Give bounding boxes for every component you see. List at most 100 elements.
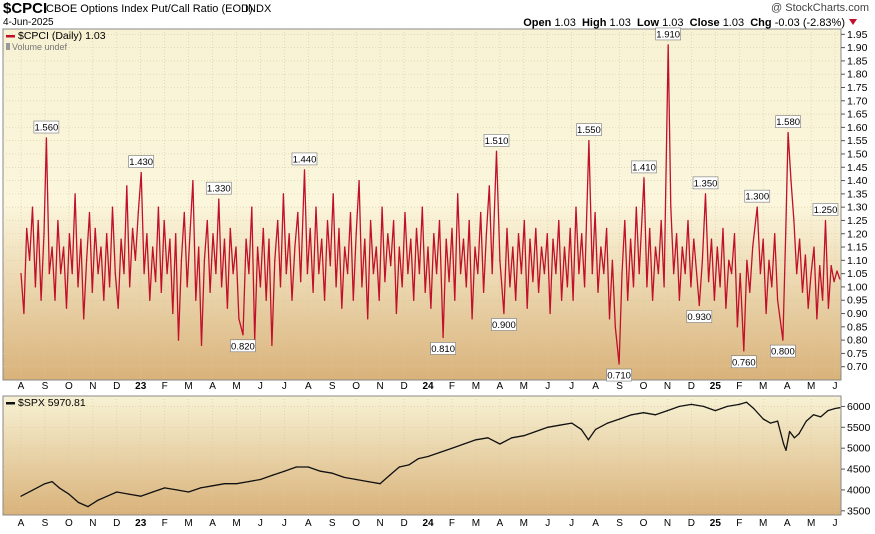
cpci-line-point [315,206,317,208]
cpci-line-point [86,259,88,261]
spx-line-point [77,501,80,504]
cpci-ytick-label: 1.75 [847,82,868,94]
cpci-ytick-label: 1.35 [847,188,868,200]
spx-line-point [379,483,381,485]
cpci-line-point [303,169,306,171]
cpci-line-point [282,193,285,195]
cpci-line-point [739,273,741,275]
cpci-line-point [546,233,548,235]
cpci-legend-swatch [6,35,15,38]
x-label-bottom: F [162,518,168,529]
cpci-line-point [114,273,116,275]
close-value: 1.03 [722,17,745,29]
cpci-ytick-label: 0.80 [847,335,868,347]
spx-ytick-label: 6000 [847,401,871,413]
spx-line-point [782,443,785,445]
cpci-ytick-label: 1.15 [847,242,868,254]
cpci-line-point [367,318,369,320]
spx-legend-swatch [6,402,15,405]
cpci-line-point [614,326,616,328]
cpci-ytick-label: 1.50 [847,148,868,160]
x-label-top: M [520,381,528,392]
copyright-label[interactable]: @ StockCharts.com [771,2,869,14]
cpci-line-point [629,238,632,240]
cpci-line-point [618,363,620,365]
cpci-line-point [643,177,645,179]
cpci-line-point [34,286,36,288]
spx-ytick-label: 5000 [847,443,871,455]
cpci-ytick-label: 1.60 [847,122,868,134]
cpci-line-point [29,259,31,261]
x-label-top: 24 [422,381,434,392]
cpci-line-point [459,273,462,275]
cpci-line-point [154,281,157,283]
cpci-line-point [131,227,134,230]
x-label-top: F [736,381,742,392]
annotation-box [744,189,771,203]
spx-line-point [58,487,60,489]
cpci-line-point [195,299,197,301]
cpci-line-point [627,299,629,301]
cpci-line-point [94,227,96,230]
cpci-line-point [632,286,635,288]
cpci-line-point [535,227,537,230]
cpci-line-point [152,246,154,248]
cpci-line-point [48,273,50,275]
cpci-line-point [424,291,426,293]
cpci-line-point [262,227,264,230]
cpci-line-point [558,219,560,222]
spx-line-group [20,401,841,508]
annotation-label: 1.330 [207,184,231,195]
spx-line-point [805,420,807,422]
cpci-line-point [410,238,412,240]
cpci-line-point [180,259,183,261]
spx-line-point [547,426,549,428]
cpci-line-point [752,246,754,248]
spx-ytick-label: 4500 [847,464,871,476]
annotation-box [812,203,839,216]
x-label-bottom: M [759,518,767,529]
cpci-line-point [31,206,34,208]
x-label-top: M [232,381,240,392]
cpci-line-point [787,132,789,134]
spx-line-point [439,451,441,453]
cpci-line-point [335,286,337,288]
annotation-box [230,339,256,353]
x-label-bottom: A [784,518,791,529]
annotation-box [128,155,154,168]
cpci-line-point [271,344,273,347]
spx-line-point [152,491,154,493]
cpci-ytick-label: 0.90 [847,308,868,320]
cpci-line-point [594,211,596,214]
cpci-line-point [509,286,511,288]
cpci-line-point [23,312,25,315]
low-value: 1.03 [662,17,684,29]
cpci-line-point [774,233,776,235]
cpci-line-point [134,259,137,261]
cpci-line-point [488,185,490,187]
cpci-line-point [710,238,713,240]
spx-line-point [788,430,791,433]
cpci-ytick-label: 0.70 [847,361,868,373]
cpci-line-point [538,291,540,293]
cpci-line-point [160,291,162,293]
cpci-ytick-label: 0.75 [847,348,868,360]
spx-line-point [793,437,795,439]
x-label-bottom: F [736,518,742,529]
cpci-line-point [704,193,707,195]
cpci-line-point [827,307,829,309]
spx-line-point [753,407,755,410]
low-label: Low [637,17,660,29]
spx-line-point [259,478,262,481]
spx-line-point [745,401,748,403]
cpci-line-point [226,307,228,309]
cpci-line-point [824,219,827,222]
cpci-line-point [418,273,421,275]
cpci-line-point [833,281,835,283]
cpci-line-point [375,246,377,248]
cpci-line-point [103,299,105,301]
cpci-line-point [549,312,551,315]
cpci-line-point [200,344,203,347]
cpci-line-point [221,286,223,288]
cpci-line-point [485,233,488,235]
